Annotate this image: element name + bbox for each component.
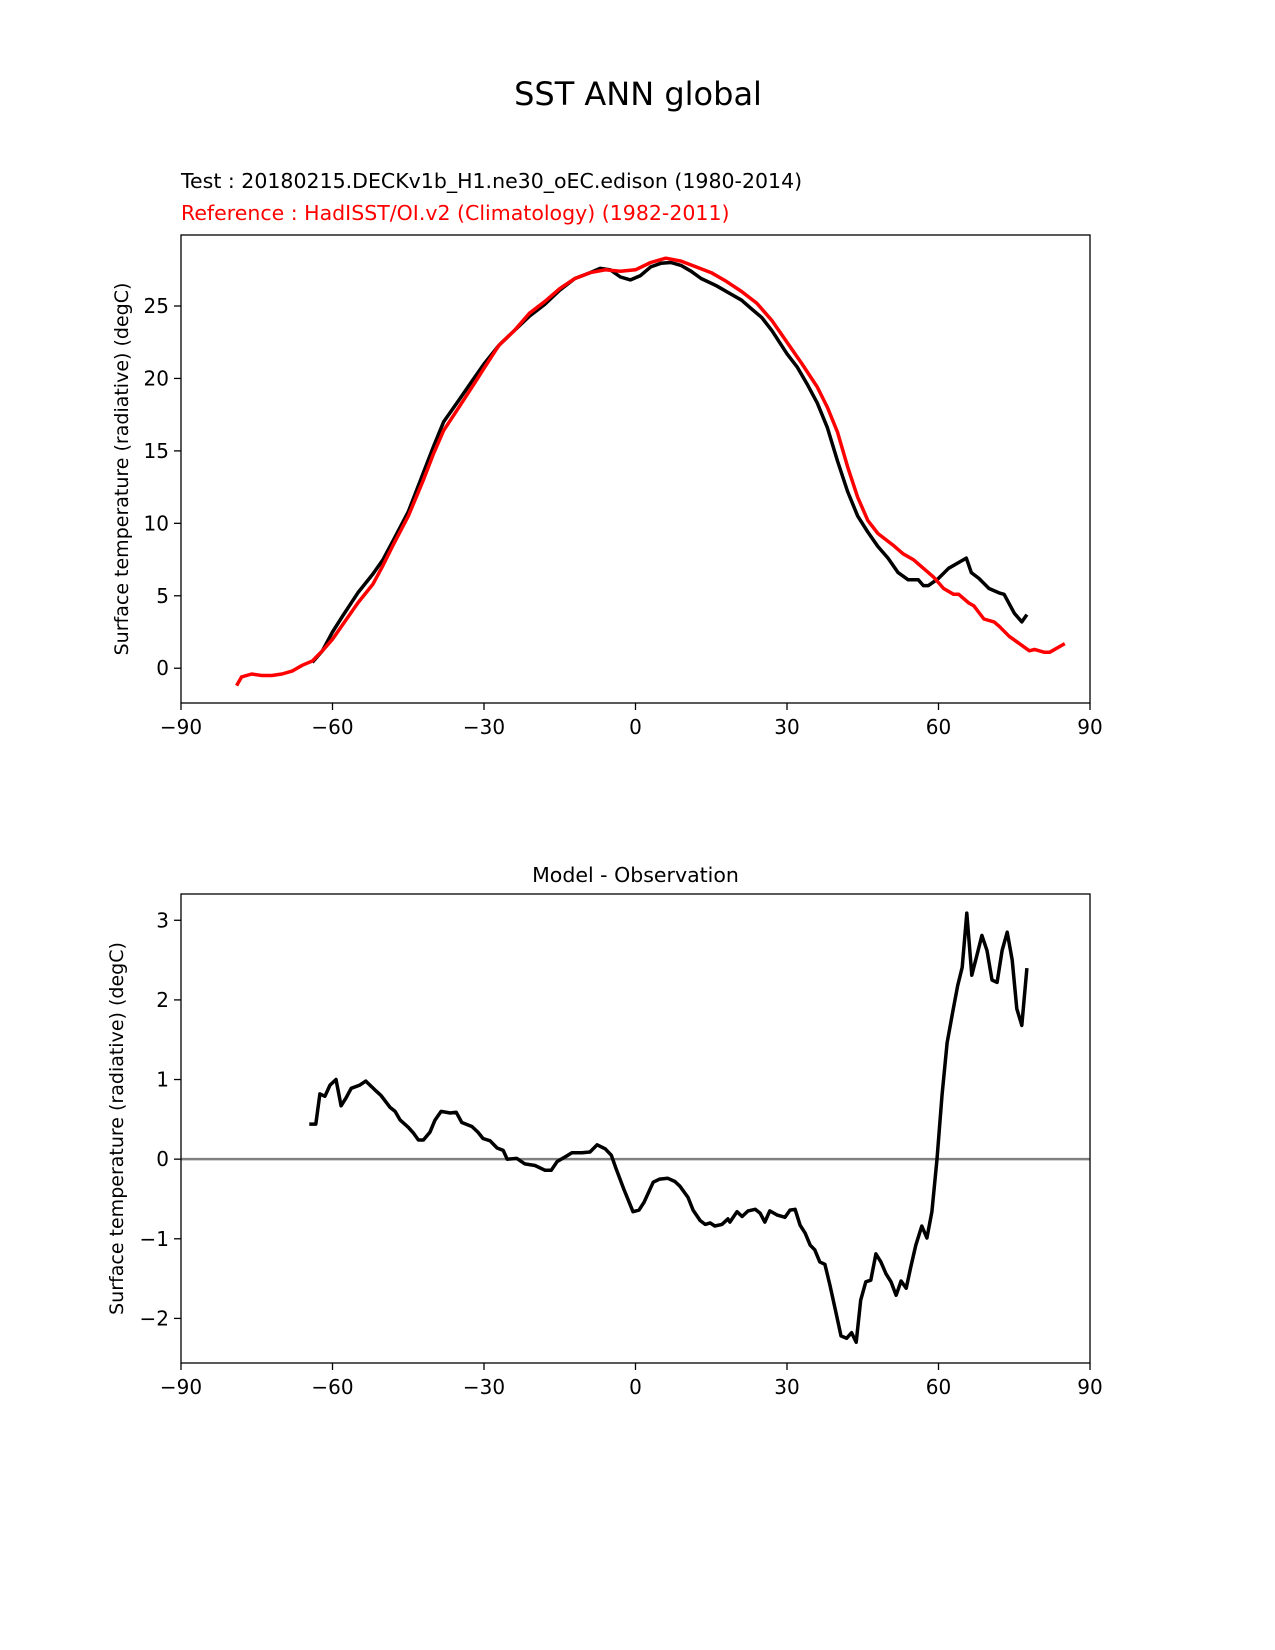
x-tick-label: 60	[926, 1375, 951, 1399]
test-series-line	[309, 911, 1029, 1345]
y-tick-label: 15	[144, 439, 169, 463]
y-axis-label: Surface temperature (radiative) (degC)	[111, 283, 133, 656]
axes-frame	[180, 234, 1091, 704]
reference-series-line	[235, 256, 1066, 687]
x-tick-label: 30	[774, 715, 799, 739]
y-tick-label: 0	[156, 1147, 169, 1171]
y-axis-label: Surface temperature (radiative) (degC)	[106, 942, 128, 1315]
x-tick-label: −60	[311, 1375, 353, 1399]
x-tick-label: −30	[463, 715, 505, 739]
diff-title: Model - Observation	[532, 863, 739, 887]
x-tick-label: 90	[1077, 1375, 1102, 1399]
test-series-line	[310, 260, 1029, 664]
figure-title: SST ANN global	[514, 75, 762, 113]
x-tick-label: 30	[774, 1375, 799, 1399]
reference-subtitle: Reference : HadISST/OI.v2 (Climatology) …	[181, 201, 730, 225]
y-tick-label: 25	[144, 294, 169, 318]
y-tick-label: 1	[156, 1068, 169, 1092]
y-tick-label: −2	[140, 1306, 169, 1330]
x-tick-label: −90	[160, 1375, 202, 1399]
x-tick-label: 90	[1077, 715, 1102, 739]
x-tick-label: −90	[160, 715, 202, 739]
x-tick-label: −30	[463, 1375, 505, 1399]
x-tick-label: 60	[926, 715, 951, 739]
x-tick-label: 0	[629, 715, 642, 739]
y-tick-label: 10	[144, 511, 169, 535]
test-subtitle: Test : 20180215.DECKv1b_H1.ne30_oEC.edis…	[180, 169, 802, 194]
bottom-axes: −90 −60 −30 0 30 60 90 −2 −1 0 1 2 3 Surface temperat…	[106, 893, 1103, 1399]
top-axes: −90 −60 −30 0 30 60 90 0 5 10 15 20 25 Surface temper…	[111, 234, 1103, 739]
y-tick-label: 2	[156, 988, 169, 1012]
x-tick-label: −60	[311, 715, 353, 739]
axes-frame	[180, 893, 1091, 1364]
y-tick-label: 3	[156, 908, 169, 932]
y-tick-label: 0	[156, 656, 169, 680]
x-tick-label: 0	[629, 1375, 642, 1399]
y-tick-label: 20	[144, 366, 169, 390]
y-tick-label: −1	[140, 1227, 169, 1251]
y-tick-label: 5	[156, 584, 169, 608]
